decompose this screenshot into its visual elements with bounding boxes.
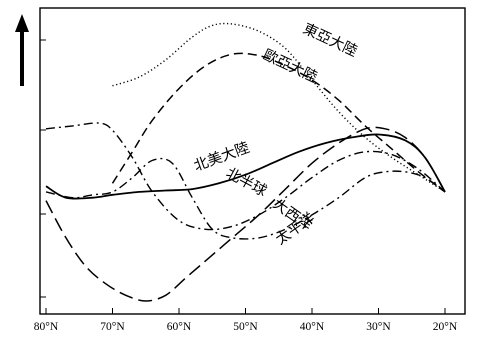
- series-label-east-asia: 東亞大陸: [300, 20, 360, 60]
- x-tick-label: 60°N: [167, 321, 192, 333]
- x-tick-label: 40°N: [300, 321, 325, 333]
- series-line-2: [45, 122, 446, 231]
- series-line-3: [45, 133, 446, 200]
- series-line-4: [45, 126, 446, 302]
- x-tick-label: 80°N: [34, 321, 59, 333]
- series-label-eurasia: 歐亞大陸: [260, 46, 320, 86]
- x-tick-label: 30°N: [366, 321, 391, 333]
- x-tick-label: 70°N: [100, 321, 125, 333]
- x-tick-label: 50°N: [233, 321, 258, 333]
- arrow-head-icon: [15, 14, 29, 32]
- plot-frame: [39, 7, 466, 315]
- series-label-north-america: 北美大陸: [192, 139, 252, 175]
- series-label-northern-hemisphere: 北半球: [223, 165, 270, 201]
- series-layer: [45, 22, 446, 302]
- series-line-1: [111, 52, 446, 193]
- x-axis-ticks: 80°N 70°N 60°N 50°N 40°N 30°N 20°N: [34, 308, 458, 333]
- x-tick-label: 20°N: [433, 321, 458, 333]
